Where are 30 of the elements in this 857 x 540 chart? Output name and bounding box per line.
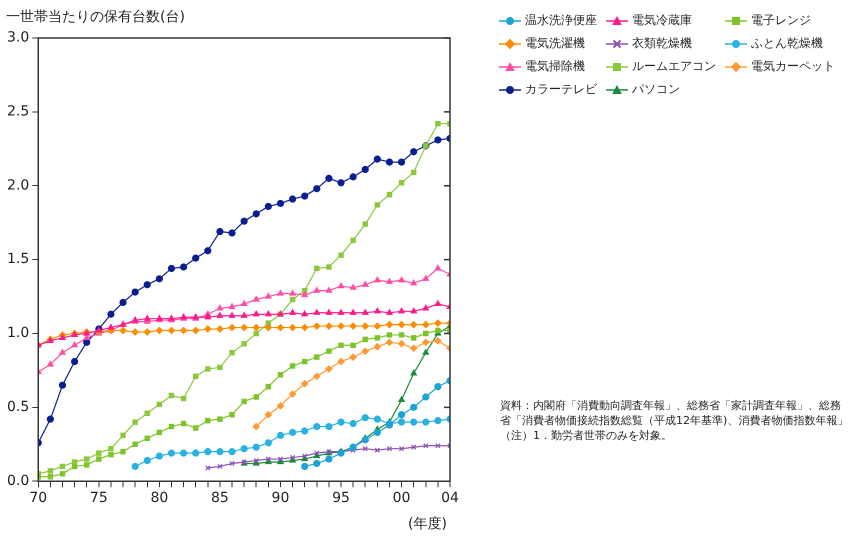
legend-label: 電気カーペット [751, 58, 835, 75]
y-tick-label: 1.0 [7, 325, 30, 342]
x-tick-label: 80 [150, 490, 168, 506]
y-tick-label: 0.0 [7, 472, 30, 489]
legend-label: 電気掃除機 [525, 58, 585, 75]
x-tick-label: 00 [392, 490, 410, 506]
legend-label: 電気洗濯機 [525, 35, 585, 52]
y-tick-label: 2.5 [7, 104, 30, 120]
legend-label: 電子レンジ [751, 12, 811, 29]
y-axis-title: 一世帯当たりの保有台数(台) [6, 8, 185, 26]
x-tick-label: 95 [332, 490, 350, 506]
legend-label: 温水洗浄便座 [525, 12, 597, 29]
y-tick-label: 0.5 [7, 398, 30, 415]
text: （注）1．勤労者世帯のみを対象。 [500, 428, 673, 443]
x-tick-label: 70 [29, 490, 48, 506]
y-tick-label: 2.0 [7, 177, 30, 194]
x-tick-label: 04 [441, 490, 459, 506]
legend-label: カラーテレビ [525, 81, 597, 98]
legend-label: ふとん乾燥機 [751, 35, 823, 52]
x-tick-label: 90 [272, 490, 290, 506]
legend-label: 電気冷蔵庫 [632, 12, 692, 29]
text: 資料：内閣府「消費動向調査年報」、総務省「家計調査年報」、総務省「消費者物価接続指数総覧（平成12年基準)、消費者物価指数年報」 [500, 398, 850, 428]
x-axis-title: (年度) [408, 515, 447, 533]
legend-label: パソコン [632, 81, 680, 98]
legend-label: 衣類乾燥機 [632, 35, 692, 52]
y-tick-label: 1.5 [7, 251, 30, 268]
y-tick-label: 3.0 [7, 30, 30, 46]
x-tick-label: 85 [211, 490, 229, 506]
x-tick-label: 75 [90, 490, 108, 506]
legend-label: ルームエアコン [632, 58, 716, 75]
